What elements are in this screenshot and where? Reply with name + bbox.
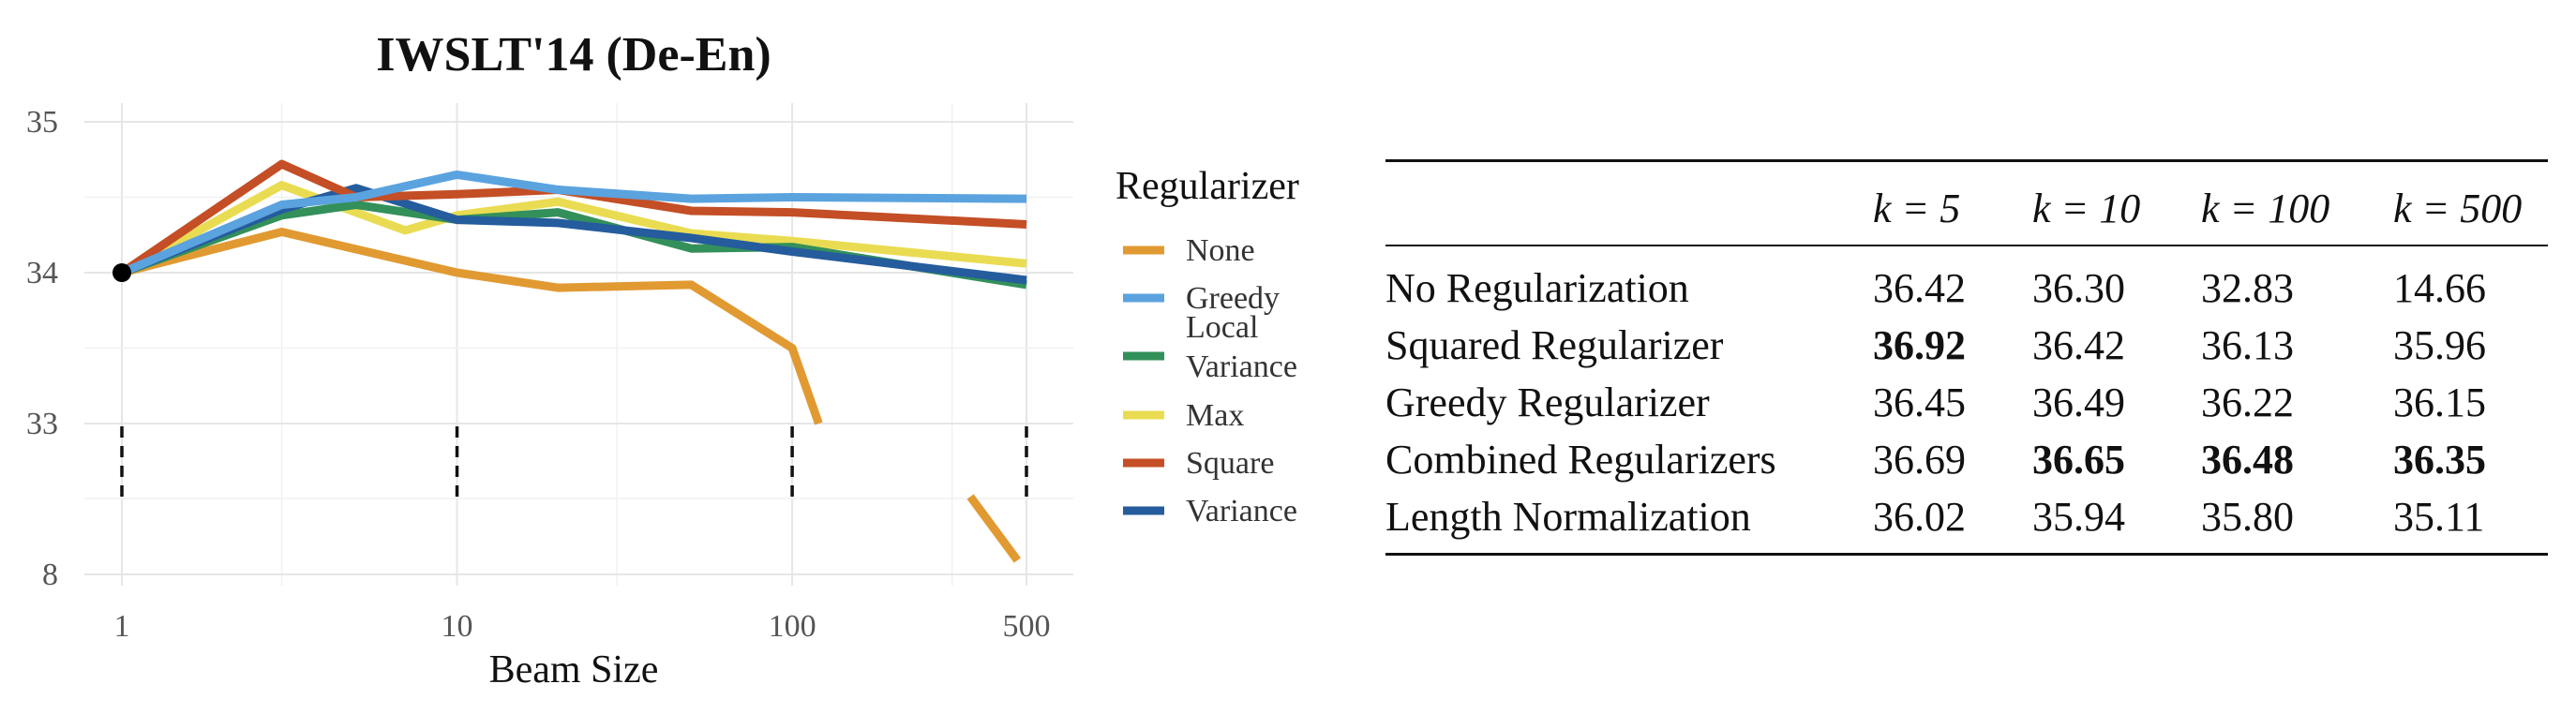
table-cell: 36.35 <box>2393 437 2486 483</box>
series-line-square <box>119 159 1027 276</box>
legend-label: Variance <box>1186 350 1297 384</box>
table-header-k100: k = 100 <box>2201 185 2330 231</box>
table-row: No Regularization 36.42 36.30 32.83 14.66 <box>1385 245 2548 317</box>
table-row-label: Length Normalization <box>1385 494 1751 540</box>
table-row-label: No Regularization <box>1385 265 1689 311</box>
beam-size-line-chart: 33 34 35 8 1 10 100 500 IWSLT'14 (De-En) Beam Siz… <box>26 28 1299 692</box>
table-cell: 36.13 <box>2201 322 2294 368</box>
table-cell: 36.15 <box>2393 379 2486 425</box>
x-tick-label: 100 <box>769 609 816 644</box>
table-row: Length Normalization 36.02 35.94 35.80 35.11 <box>1385 488 2548 555</box>
table-cell: 35.11 <box>2393 494 2485 540</box>
table-cell: 36.65 <box>2032 437 2125 483</box>
table-cell: 36.42 <box>1873 265 1966 311</box>
x-tick-label: 1 <box>114 609 130 644</box>
table-body: No Regularization 36.42 36.30 32.83 14.66 Squ… <box>1385 245 2548 555</box>
legend-label: Local <box>1186 310 1258 345</box>
table-row: Greedy Regularizer 36.45 36.49 36.22 36.15 <box>1385 374 2548 431</box>
table-cell: 36.45 <box>1873 379 1966 425</box>
results-table: k = 5 k = 10 k = 100 k = 500 No Regulari… <box>1385 159 2548 556</box>
table-row-label: Combined Regularizers <box>1385 437 1776 483</box>
legend-label: Square <box>1186 446 1274 481</box>
chart-title: IWSLT'14 (De-En) <box>376 28 771 82</box>
table-cell: 36.02 <box>1873 494 1966 540</box>
table-cell: 36.48 <box>2201 437 2294 483</box>
table-cell: 14.66 <box>2393 265 2486 311</box>
series-line-max <box>119 181 1027 276</box>
table-cell: 35.96 <box>2393 322 2486 368</box>
table-cell: 36.22 <box>2201 379 2294 425</box>
table-row: Combined Regularizers 36.69 36.65 36.48 36.3… <box>1385 431 2548 488</box>
series-line-none <box>120 228 823 425</box>
table-row-label: Greedy Regularizer <box>1385 379 1710 425</box>
table-cell: 36.42 <box>2032 322 2125 368</box>
table-header-k500: k = 500 <box>2393 185 2523 231</box>
chart-svg: 33 34 35 8 1 10 100 500 IWSLT'14 (De-En) Beam Siz… <box>26 28 1299 692</box>
table-header-row: k = 5 k = 10 k = 100 k = 500 <box>1385 160 2548 246</box>
results-table-panel: k = 5 k = 10 k = 100 k = 500 No Regulari… <box>1385 159 2548 556</box>
table-header-k5: k = 5 <box>1873 185 1961 231</box>
series-tail-none <box>966 494 1022 563</box>
table-cell: 35.80 <box>2201 494 2294 540</box>
table-cell: 36.92 <box>1873 322 1966 368</box>
legend-label: Variance <box>1186 494 1297 528</box>
table-header-k10: k = 10 <box>2032 185 2141 231</box>
table-row: Squared Regularizer 36.92 36.42 36.13 35.96 <box>1385 317 2548 374</box>
y-tick-label: 33 <box>26 407 58 441</box>
y-tick-label: 35 <box>26 105 58 140</box>
legend-label: None <box>1186 233 1255 268</box>
table-cell: 32.83 <box>2201 265 2294 311</box>
table-cell: 36.49 <box>2032 379 2125 425</box>
table-header-empty <box>1385 161 1873 246</box>
table-cell: 35.94 <box>2032 494 2125 540</box>
y-tick-label: 34 <box>26 256 58 290</box>
table-cell: 36.69 <box>1873 437 1966 483</box>
table-row-label: Squared Regularizer <box>1385 322 1724 368</box>
y-tick-label: 8 <box>42 558 58 592</box>
legend-label: Max <box>1186 398 1244 433</box>
x-tick-label: 10 <box>442 609 473 644</box>
series-line-greedy <box>120 170 1027 277</box>
table-cell: 36.30 <box>2032 265 2125 311</box>
x-axis-label: Beam Size <box>489 648 659 692</box>
legend-label: Greedy <box>1186 281 1280 316</box>
x-tick-label: 500 <box>1003 609 1051 644</box>
legend-title: Regularizer <box>1116 165 1299 208</box>
start-point-marker <box>112 263 131 282</box>
